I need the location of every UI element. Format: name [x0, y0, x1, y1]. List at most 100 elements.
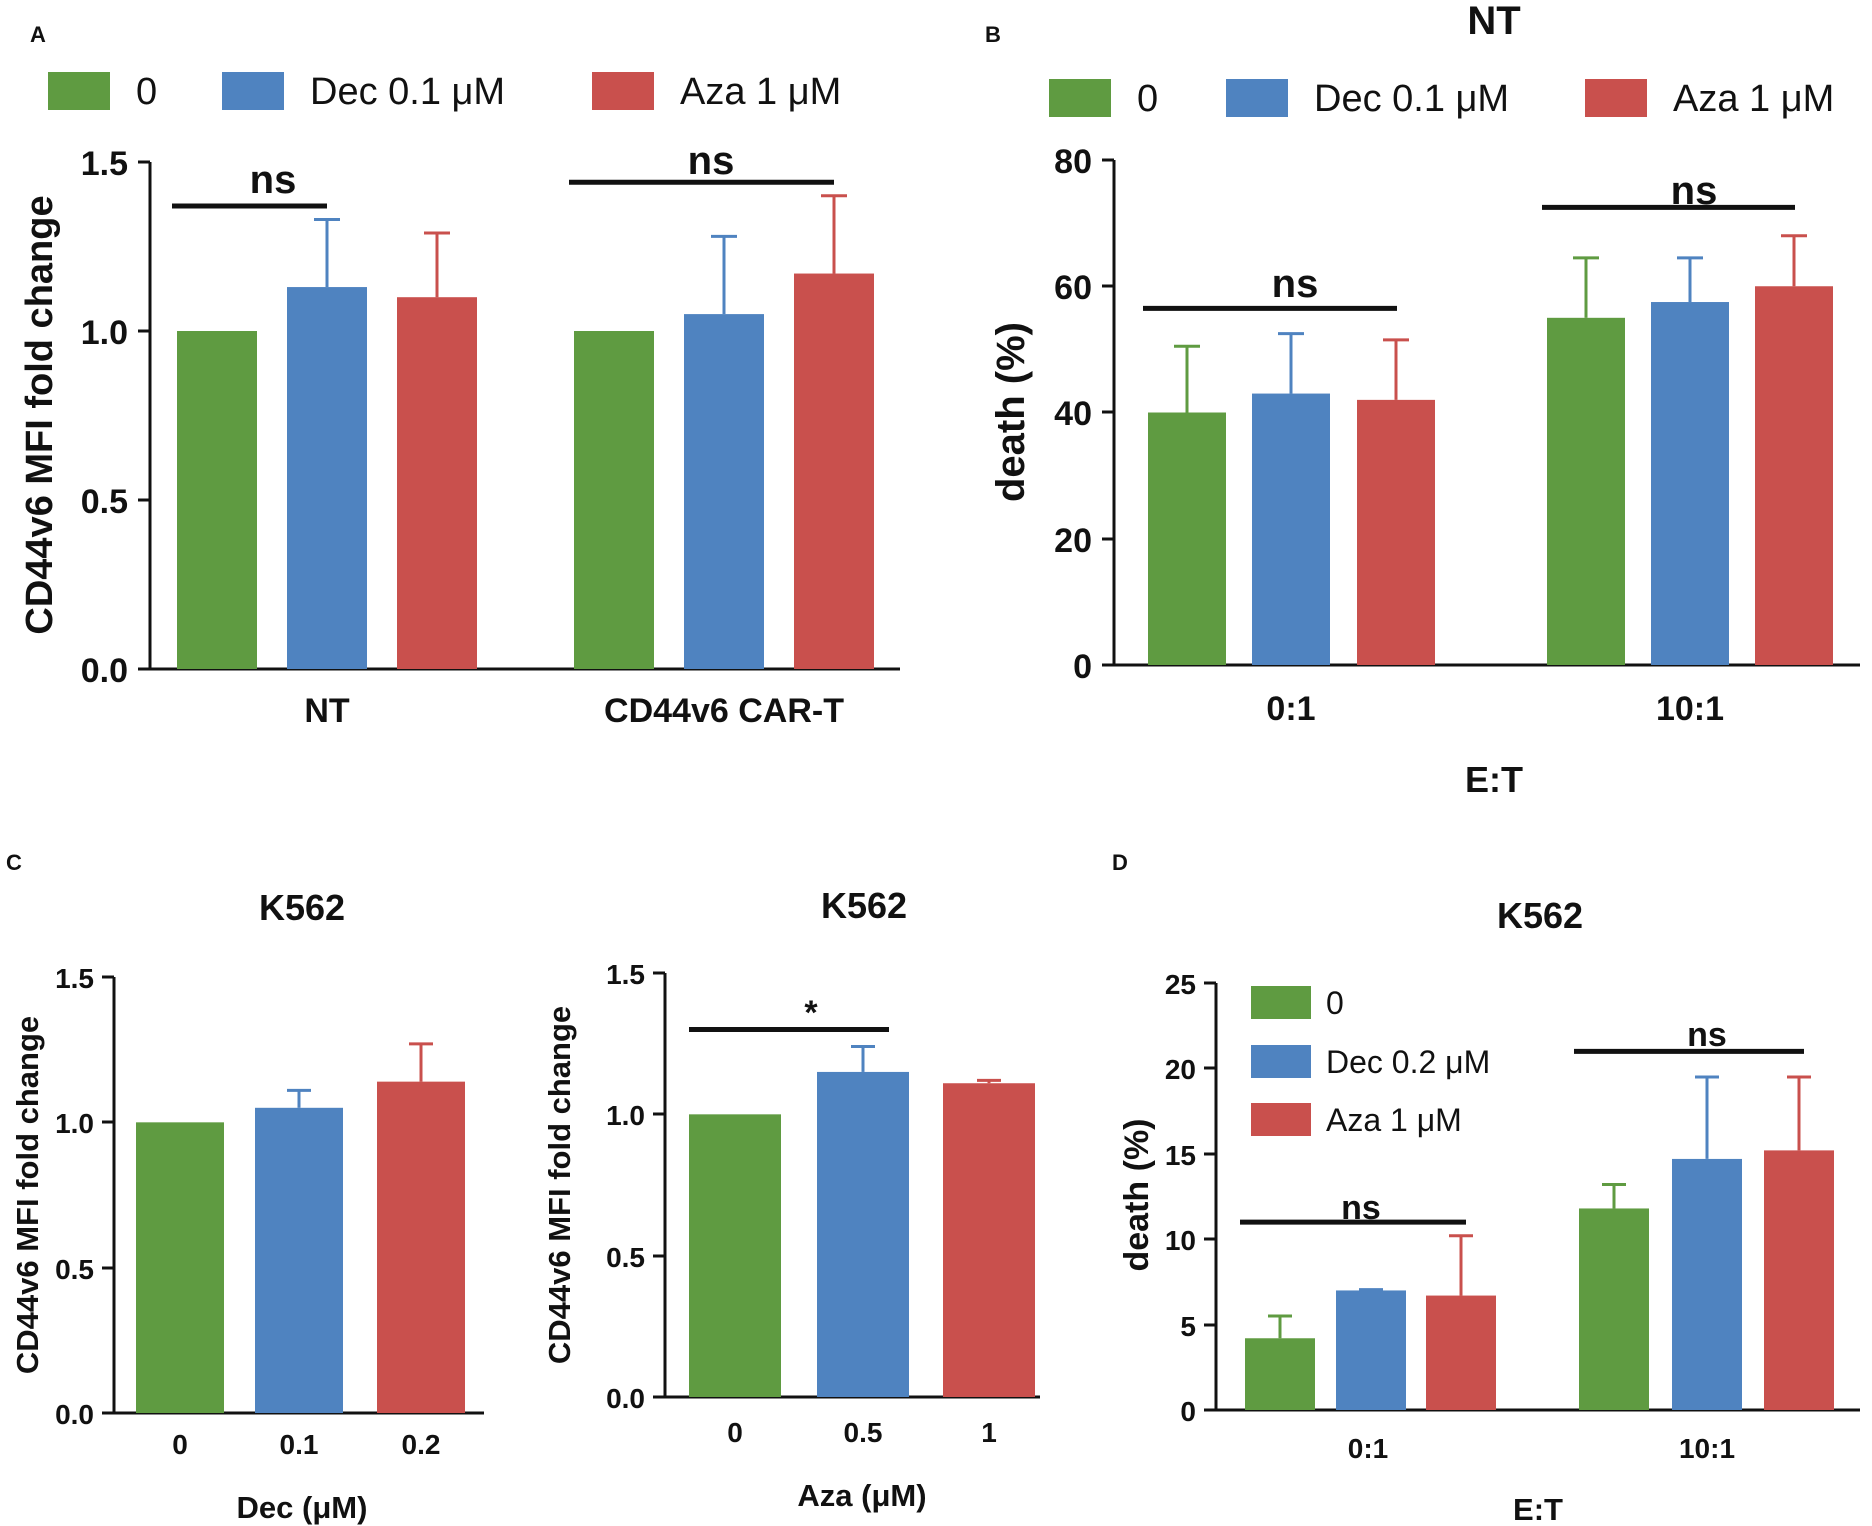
legend-a: 0 Dec 0.1 μM Aza 1 μM: [48, 71, 841, 113]
panel-letter-c: C: [6, 850, 22, 875]
bar: [136, 1122, 224, 1413]
y-tick-label: 20: [1054, 522, 1092, 560]
sig-label: ns: [1272, 262, 1319, 306]
panel-letter-d: D: [1112, 850, 1128, 875]
x-tick-label: 0: [172, 1429, 188, 1460]
y-tick-label: 10: [1165, 1225, 1196, 1256]
bar: [1426, 1295, 1496, 1410]
y-axis-b: 80 60 40 20 0 death (%): [989, 143, 1116, 686]
legend-swatch-aza: [1251, 1103, 1311, 1136]
x-tick-label: 10:1: [1656, 690, 1724, 728]
x-tick-label: 0: [727, 1417, 743, 1448]
y-tick-label: 0.0: [606, 1383, 645, 1414]
y-tick-label: 5: [1180, 1311, 1196, 1342]
bar: [1357, 399, 1435, 665]
y-tick-label: 1.5: [81, 145, 128, 183]
bar: [1245, 1338, 1315, 1410]
chart-c-aza: K562 1.5 1.0 0.5 0.0 CD44v6 MFI fold cha…: [542, 885, 1040, 1513]
y-axis-c2: 1.5 1.0 0.5 0.0 CD44v6 MFI fold change: [542, 959, 667, 1414]
chart-title: K562: [259, 887, 345, 928]
x-tick-label: NT: [304, 692, 350, 730]
y-tick-label: 25: [1165, 969, 1196, 1000]
y-axis-c1: 1.5 1.0 0.5 0.0 CD44v6 MFI fold change: [10, 963, 116, 1430]
x-tick-label: 0.5: [844, 1417, 883, 1448]
bar: [1651, 302, 1729, 665]
legend-d: 0 Dec 0.2 μM Aza 1 μM: [1251, 985, 1490, 1138]
bar: [1764, 1150, 1834, 1410]
y-axis-title: CD44v6 MFI fold change: [19, 195, 61, 634]
x-axis-d: 0:1 10:1 E:T: [1216, 1408, 1860, 1526]
sig-label: ns: [250, 158, 297, 202]
x-tick-label: 10:1: [1679, 1433, 1735, 1464]
x-axis-c2: 0 0.5 1 Aza (μM): [665, 1395, 1040, 1513]
bar: [817, 1071, 909, 1397]
y-tick-label: 0: [1180, 1396, 1196, 1427]
bar: [943, 1083, 1035, 1397]
chart-title: K562: [821, 885, 907, 926]
x-tick-label: 0:1: [1348, 1433, 1388, 1464]
bar: [689, 1114, 781, 1397]
y-tick-label: 0.5: [81, 483, 128, 521]
legend-swatch-dec: [222, 72, 284, 110]
legend-b: 0 Dec 0.1 μM Aza 1 μM: [1049, 78, 1834, 120]
y-tick-label: 80: [1054, 143, 1092, 181]
legend-swatch-dec: [1251, 1045, 1311, 1078]
y-tick-label: 1.5: [606, 959, 645, 990]
panel-letter-a: A: [30, 22, 46, 47]
y-tick-label: 40: [1054, 395, 1092, 433]
x-axis-a: NT CD44v6 CAR-T: [150, 667, 900, 730]
bar: [287, 287, 367, 669]
legend-label-dec: Dec 0.2 μM: [1326, 1044, 1490, 1080]
bar: [794, 273, 874, 669]
x-tick-label: 0:1: [1266, 690, 1315, 728]
x-axis-c1: 0 0.1 0.2 Dec (μM): [114, 1411, 484, 1525]
y-tick-label: 60: [1054, 269, 1092, 307]
legend-label-0: 0: [1326, 985, 1344, 1021]
x-axis-b: 0:1 10:1 E:T: [1114, 663, 1860, 800]
y-tick-label: 1.5: [55, 963, 94, 994]
chart-title: K562: [1497, 895, 1583, 936]
x-tick-label: 1: [981, 1417, 997, 1448]
sig-label: ns: [1687, 1016, 1727, 1054]
y-axis-d: 25 20 15 10 5 0 death (%): [1118, 969, 1218, 1427]
bar: [1252, 393, 1330, 665]
bar: [574, 331, 654, 669]
y-tick-label: 0.0: [55, 1399, 94, 1430]
chart-d: K562 0 Dec 0.2 μM Aza 1 μM 25 20 15 10 5…: [1118, 895, 1860, 1526]
legend-label-aza: Aza 1 μM: [680, 71, 841, 113]
legend-swatch-0: [1251, 986, 1311, 1019]
x-axis-title: Aza (μM): [797, 1478, 926, 1513]
y-tick-label: 1.0: [606, 1100, 645, 1131]
y-axis-title: death (%): [1118, 1119, 1156, 1272]
legend-swatch-aza: [592, 72, 654, 110]
legend-label-dec: Dec 0.1 μM: [310, 71, 505, 113]
chart-a: 0 Dec 0.1 μM Aza 1 μM 1.5 1.0 0.5 0.0 CD…: [19, 71, 900, 730]
legend-label-0: 0: [136, 71, 157, 113]
chart-title: NT: [1467, 0, 1520, 43]
bar: [377, 1081, 465, 1413]
sig-label: *: [804, 994, 818, 1032]
y-axis-title: CD44v6 MFI fold change: [10, 1016, 45, 1374]
bar: [684, 314, 764, 669]
legend-swatch-0: [1049, 79, 1111, 117]
y-tick-label: 0.5: [606, 1242, 645, 1273]
legend-label-aza: Aza 1 μM: [1673, 78, 1834, 120]
y-tick-label: 20: [1165, 1054, 1196, 1085]
bar: [1672, 1158, 1742, 1410]
y-tick-label: 1.0: [81, 314, 128, 352]
bar: [1336, 1290, 1406, 1410]
bar: [1547, 317, 1625, 665]
legend-label-0: 0: [1137, 78, 1158, 120]
x-axis-title: Dec (μM): [237, 1490, 368, 1525]
y-axis-title: CD44v6 MFI fold change: [542, 1006, 577, 1364]
y-tick-label: 0: [1073, 648, 1092, 686]
y-tick-label: 0.0: [81, 652, 128, 690]
bar: [1579, 1208, 1649, 1410]
chart-b: NT 0 Dec 0.1 μM Aza 1 μM 80 60 40 20 0 d…: [989, 0, 1860, 800]
y-tick-label: 0.5: [55, 1254, 94, 1285]
bar: [177, 331, 257, 669]
x-tick-label: CD44v6 CAR-T: [604, 692, 844, 730]
legend-label-dec: Dec 0.1 μM: [1314, 78, 1509, 120]
bar: [255, 1107, 343, 1413]
